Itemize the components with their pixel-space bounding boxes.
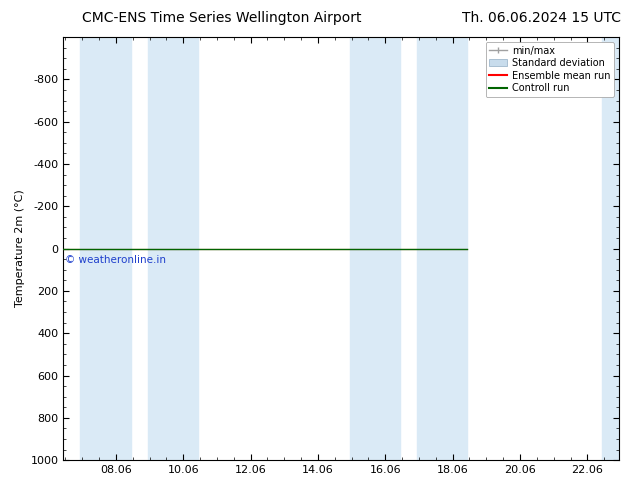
Text: CMC-ENS Time Series Wellington Airport: CMC-ENS Time Series Wellington Airport <box>82 11 362 25</box>
Text: © weatheronline.in: © weatheronline.in <box>65 255 166 265</box>
Bar <box>602 37 619 460</box>
Bar <box>417 37 467 460</box>
Bar <box>81 37 131 460</box>
Bar <box>349 37 400 460</box>
Bar <box>148 37 198 460</box>
Text: Th. 06.06.2024 15 UTC: Th. 06.06.2024 15 UTC <box>462 11 621 25</box>
Y-axis label: Temperature 2m (°C): Temperature 2m (°C) <box>15 190 25 307</box>
Legend: min/max, Standard deviation, Ensemble mean run, Controll run: min/max, Standard deviation, Ensemble me… <box>486 42 614 97</box>
